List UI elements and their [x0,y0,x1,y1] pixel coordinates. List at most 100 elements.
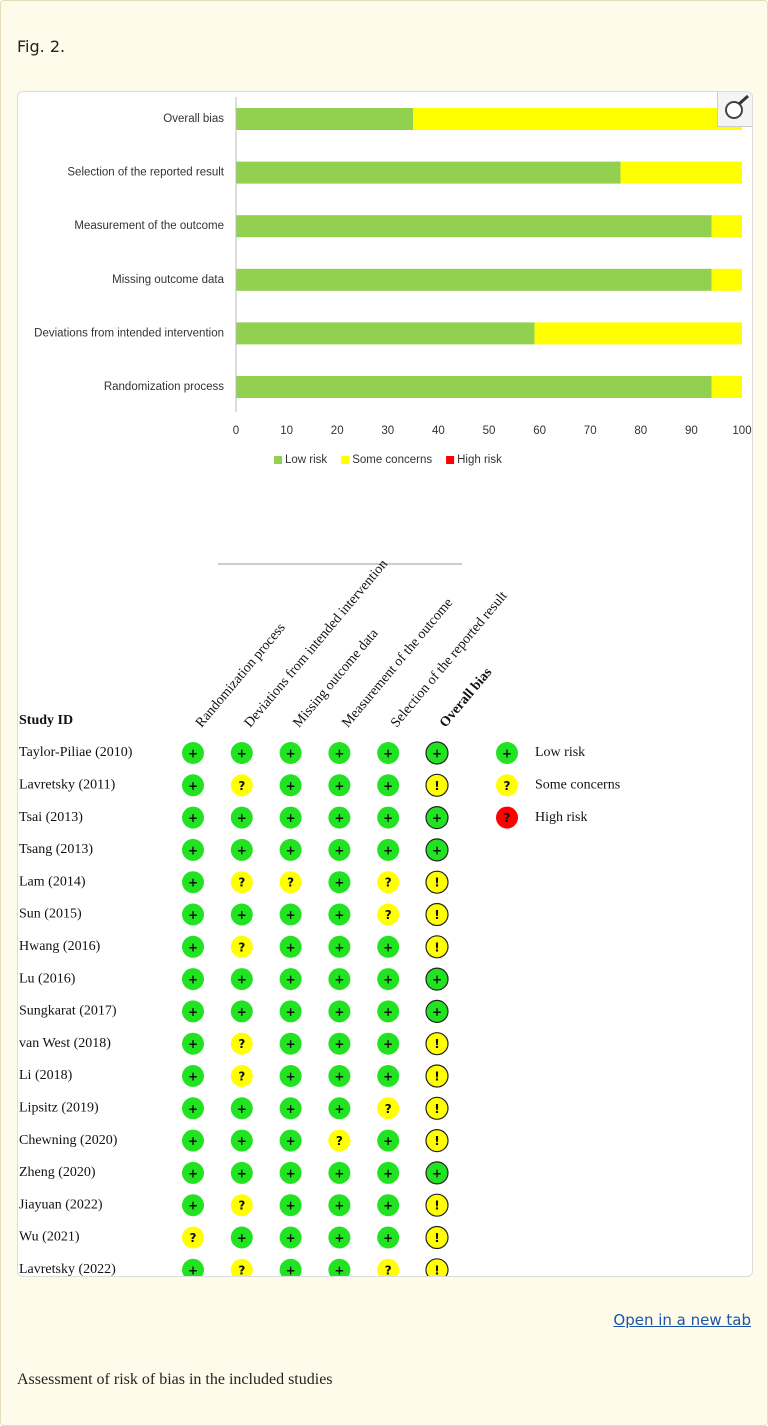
legend-swatch [341,456,350,464]
judgement-circle [182,742,204,764]
judgement-symbol: + [286,973,296,987]
judgement-symbol: + [286,811,296,825]
judgement-symbol: + [383,1134,393,1148]
judgement-circle [425,838,449,862]
judgement-circle [182,838,204,861]
judgement-symbol: + [237,1231,247,1245]
study-id-header: Study ID [19,713,73,728]
judgement-symbol: ? [238,1263,245,1276]
figure-svg: Overall bias Selection of the reported re… [19,97,752,1276]
judgement-symbol: + [334,908,344,922]
study-label: Lam (2014) [19,874,86,889]
judgement-symbol: + [334,843,344,857]
judgement-circle [279,1194,302,1217]
judgement-circle [328,1000,351,1023]
category-label: Measurement of the outcome [74,220,224,232]
judgement-circle [328,1129,351,1152]
study-label: Wu (2021) [19,1230,80,1245]
figure-caption: Assessment of risk of bias in the includ… [17,1371,333,1388]
judgement-symbol: + [334,940,344,954]
judgement-symbol: + [286,940,296,954]
study-label: Tsang (2013) [19,842,93,857]
study-label: Taylor-Piliae (2010) [19,745,133,760]
bar-segment [413,108,742,130]
judgement-symbol: + [334,747,344,761]
judgement-symbol: + [286,1070,296,1084]
x-tick-label: 20 [331,425,344,437]
judgement-symbol: + [188,1102,198,1116]
judgement-symbol: + [383,1166,393,1180]
judgement-symbol: + [334,876,344,890]
judgement-circle [425,1064,449,1088]
judgement-circle [425,1258,449,1276]
judgement-symbol: + [286,1005,296,1019]
category-label: Overall bias [163,113,224,125]
x-tick-label: 90 [685,425,698,437]
judgement-symbol: ! [434,908,439,922]
judgement-circle [230,774,253,797]
judgement-circle [182,1000,204,1023]
judgement-circle [425,1225,449,1250]
judgement-circle [182,1032,204,1055]
judgement-symbol: + [237,1134,247,1148]
judgement-circle [328,1258,351,1276]
x-tick-label: 40 [432,425,445,437]
judgement-symbol: ! [434,876,439,890]
judgement-symbol: + [383,811,393,825]
judgement-symbol: + [334,1102,344,1116]
judgement-symbol: + [383,973,393,987]
judgement-symbol: + [383,1070,393,1084]
judgement-circle [377,838,400,861]
judgement-symbol: ! [434,940,439,954]
bar-segment [620,161,742,184]
judgement-circle [377,1194,400,1217]
judgement-circle [182,1161,204,1184]
judgement-circle [279,1032,302,1055]
judgement-symbol: + [383,843,393,857]
legend-symbol: + [502,747,512,761]
judgement-symbol: + [188,747,198,761]
judgement-circle [279,968,302,991]
bar-segment [236,268,712,291]
judgement-symbol: ? [385,876,392,890]
judgement-symbol: + [188,1199,198,1213]
judgement-circle [328,1161,351,1184]
judgement-symbol: + [237,1102,247,1116]
judgement-circle [425,1161,449,1185]
study-label: Sun (2015) [19,907,82,922]
zoom-button[interactable] [717,92,752,127]
figure-label: Fig. 2. [17,37,66,56]
judgement-symbol: + [188,876,198,890]
judgement-symbol: ! [434,1263,439,1276]
judgement-circle [425,967,449,991]
judgement-symbol: + [286,1134,296,1148]
judgement-circle [230,903,253,926]
judgement-circle [425,999,449,1024]
judgement-symbol: + [432,843,442,857]
legend-symbol: ? [504,779,511,793]
judgement-circle [182,1097,204,1120]
judgement-symbol: ? [385,908,392,922]
judgement-circle [425,773,449,797]
legend-label: High risk [535,810,588,825]
study-label: Chewning (2020) [19,1133,118,1148]
judgement-symbol: + [334,973,344,987]
judgement-symbol: + [383,779,393,793]
judgement-circle [182,806,204,829]
judgement-circle [328,806,351,829]
judgement-symbol: + [188,1037,198,1051]
open-new-tab-link[interactable]: Open in a new tab [613,1311,751,1329]
judgement-circle [279,1097,302,1120]
bar-segment [236,215,712,238]
judgement-circle [377,968,400,991]
judgement-circle [377,1161,400,1184]
judgement-circle [377,742,400,764]
judgement-symbol: + [188,779,198,793]
judgement-symbol: + [383,1199,393,1213]
judgement-circle [425,741,449,765]
judgement-circle [279,742,302,764]
judgement-symbol: ! [434,1102,439,1116]
judgement-circle [230,871,253,894]
judgement-circle [425,870,449,894]
judgement-circle [425,805,449,830]
